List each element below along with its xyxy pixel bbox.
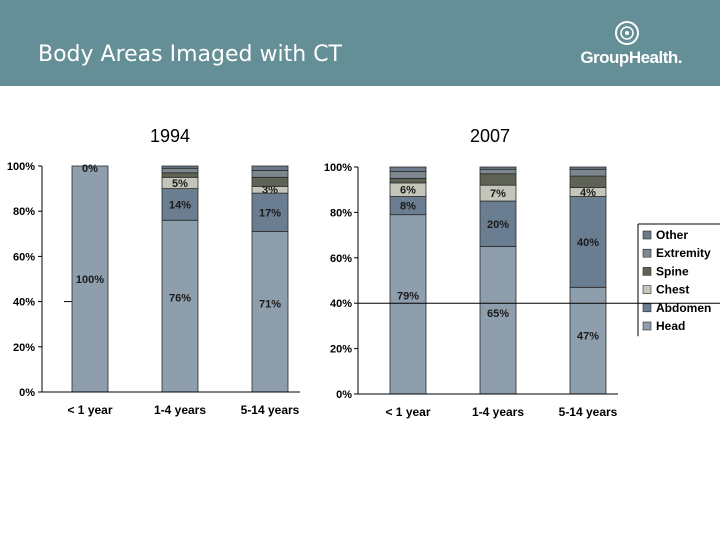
data-label-1994-chest-1: 5%: [172, 178, 188, 190]
bar-1994-other-2: [251, 165, 289, 171]
y-tick-label-1994-4: 80%: [13, 206, 35, 218]
y-tick-label-1994-2: 40%: [13, 297, 35, 309]
data-label-2007-chest-1: 7%: [490, 188, 506, 200]
x-tick-label-1994-1: 1-4 years: [154, 403, 206, 417]
data-label-2007-head-2: 47%: [577, 330, 599, 342]
x-tick-label-2007-1: 1-4 years: [472, 405, 524, 419]
y-tick-label-2007-0: 0%: [336, 389, 352, 401]
legend-label-extremity: Extremity: [656, 246, 711, 260]
bar-1994-spine-2: [251, 176, 289, 187]
bar-2007-extremity-2: [569, 168, 607, 177]
bar-1994-head-1: [161, 219, 199, 393]
y-tick-label-2007-3: 60%: [330, 253, 352, 265]
bar-2007-extremity-1: [479, 168, 517, 175]
bar-1994-spine-1: [161, 172, 199, 178]
y-tick-label-1994-1: 20%: [13, 342, 35, 354]
legend-swatch-chest: [642, 285, 652, 294]
x-tick-label-1994-2: 5-14 years: [241, 403, 300, 417]
data-label-1994-head-1: 76%: [169, 293, 191, 305]
y-tick-label-2007-2: 40%: [330, 298, 352, 310]
bar-1994-head-0: [71, 165, 109, 393]
data-label-2007-abdomen-0: 8%: [400, 201, 416, 213]
bar-2007-spine-2: [569, 175, 607, 188]
data-label-2007-chest-0: 6%: [400, 185, 416, 197]
y-tick-label-2007-5: 100%: [324, 162, 352, 174]
x-tick-label-2007-0: < 1 year: [385, 405, 430, 419]
chart-title-2007: 2007: [470, 126, 511, 146]
data-label-1994-abdomen-1: 14%: [169, 199, 191, 211]
brand-logo: GroupHealth.: [562, 20, 682, 76]
data-label-2007-abdomen-1: 20%: [487, 219, 509, 231]
data-label-2007-abdomen-2: 40%: [577, 237, 599, 249]
y-tick-label-2007-1: 20%: [330, 344, 352, 356]
bar-2007-other-2: [569, 166, 607, 170]
legend-swatch-head: [642, 321, 652, 331]
bar-2007-spine-0: [389, 177, 427, 184]
data-label-2007-chest-2: 4%: [580, 187, 596, 199]
slide-title: Body Areas Imaged with CT: [38, 42, 342, 67]
x-tick-label-2007-2: 5-14 years: [559, 405, 618, 419]
bar-1994-extremity-2: [251, 170, 289, 178]
brand-name: GroupHealth.: [580, 48, 682, 67]
bar-2007-head-2: [569, 286, 607, 395]
slide-header: Body Areas Imaged with CT GroupHealth.: [0, 0, 720, 86]
bar-1994-other-1: [161, 165, 199, 169]
bar-1994-abdomen-1: [161, 188, 199, 221]
bar-2007-other-1: [479, 166, 517, 170]
bar-2007-head-1: [479, 246, 517, 395]
legend-label-chest: Chest: [656, 283, 689, 297]
bar-2007-other-0: [389, 166, 427, 172]
data-label-1994-abdomen-2: 17%: [259, 207, 281, 219]
data-label-2007-head-1: 65%: [487, 308, 509, 320]
legend-swatch-extremity: [642, 248, 652, 258]
legend-label-head: Head: [656, 319, 685, 333]
logo-emblem-icon: [615, 21, 639, 45]
legend-label-spine: Spine: [656, 264, 689, 278]
bar-2007-spine-1: [479, 173, 517, 186]
data-label-1994-head-2: 71%: [259, 299, 281, 311]
legend-label-other: Other: [656, 228, 688, 242]
x-tick-label-1994-0: < 1 year: [67, 403, 112, 417]
bar-2007-abdomen-2: [569, 196, 607, 288]
legend-swatch-abdomen: [642, 303, 652, 313]
bar-1994-extremity-1: [161, 167, 199, 174]
y-tick-label-1994-5: 100%: [7, 161, 35, 173]
data-label-1994-chest-0: 0%: [82, 163, 98, 175]
legend-label-abdomen: Abdomen: [656, 301, 711, 315]
data-label-1994-head-0: 100%: [76, 274, 104, 286]
y-tick-label-2007-4: 80%: [330, 207, 352, 219]
chart-title-1994: 1994: [150, 126, 191, 146]
legend-swatch-spine: [642, 267, 652, 276]
y-tick-label-1994-0: 0%: [19, 387, 35, 399]
bar-1994-abdomen-2: [251, 192, 289, 232]
bar-2007-extremity-0: [389, 171, 427, 179]
legend-swatch-other: [642, 230, 652, 240]
y-tick-label-1994-3: 60%: [13, 251, 35, 263]
data-label-2007-head-0: 79%: [397, 290, 419, 302]
data-label-1994-chest-2: 3%: [262, 185, 278, 197]
bar-2007-head-0: [389, 214, 427, 395]
bar-1994-head-2: [251, 231, 289, 393]
